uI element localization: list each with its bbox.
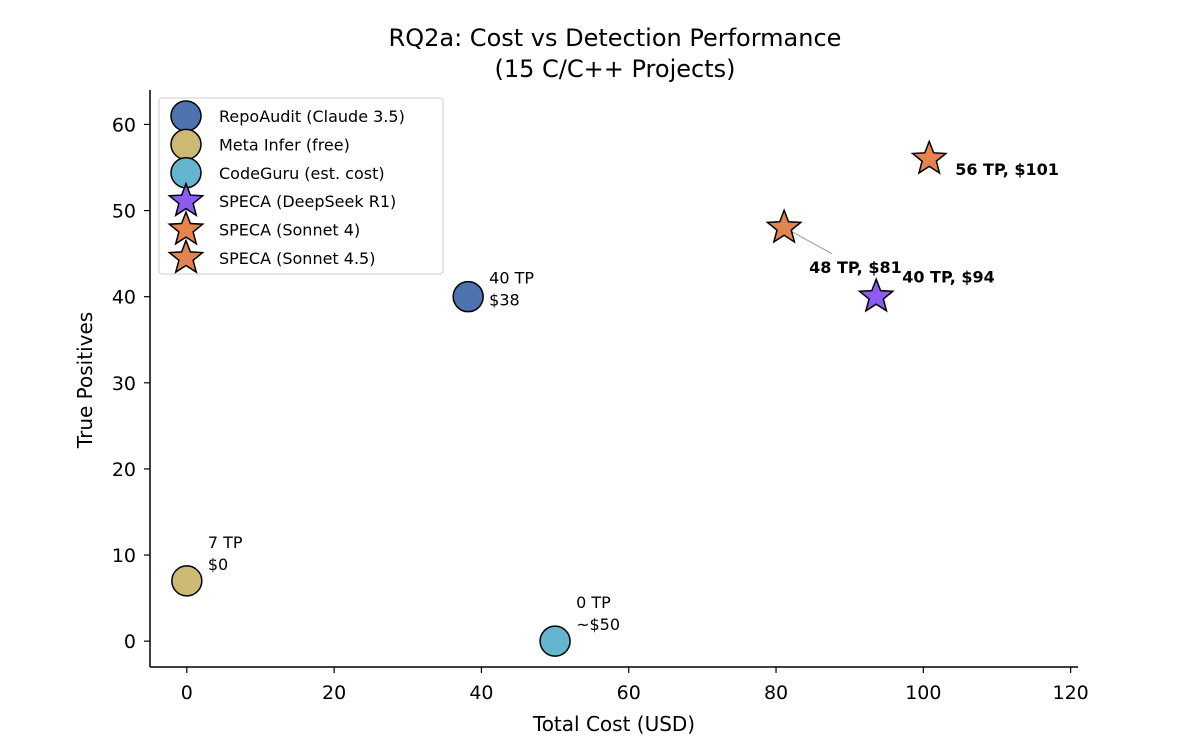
y-axis-ticks: 0 10 20 30 40 50 60 xyxy=(112,114,150,653)
x-tick-label: 0 xyxy=(181,682,193,704)
data-points xyxy=(171,139,948,657)
legend-star-marker xyxy=(167,210,205,246)
data-label: 48 TP, $81 xyxy=(809,258,902,277)
y-tick-label: 40 xyxy=(112,287,136,309)
chart-title-line-2: (15 C/C++ Projects) xyxy=(495,55,736,83)
legend-entry-label: CodeGuru (est. cost) xyxy=(219,164,385,183)
x-axis-label: Total Cost (USD) xyxy=(532,712,695,736)
y-tick-label: 50 xyxy=(112,201,136,223)
x-tick-label: 40 xyxy=(469,682,493,704)
x-tick-label: 80 xyxy=(764,682,788,704)
data-label: 0 TP xyxy=(576,593,611,612)
y-axis-label: True Positives xyxy=(73,312,97,449)
legend-circle-marker xyxy=(170,100,202,132)
data-label: 40 TP, $94 xyxy=(902,268,995,287)
legend-entry-label: RepoAudit (Claude 3.5) xyxy=(219,107,405,126)
legend-entry-label: SPECA (DeepSeek R1) xyxy=(219,192,396,211)
annotations: 40 TP $38 7 TP $0 0 TP ~$50 40 TP, $94 56 TP, $… xyxy=(208,160,1059,634)
data-point-circle xyxy=(171,565,203,597)
x-tick-label: 20 xyxy=(322,682,346,704)
y-tick-label: 30 xyxy=(112,373,136,395)
data-point-star xyxy=(857,277,895,313)
y-tick-label: 20 xyxy=(112,459,136,481)
legend-star-marker xyxy=(167,238,205,274)
data-label: ~$50 xyxy=(576,615,620,634)
legend-entry-label: SPECA (Sonnet 4) xyxy=(219,221,360,240)
y-tick-label: 60 xyxy=(112,114,136,136)
annotation-leader-line xyxy=(791,231,833,255)
legend-entry-label: SPECA (Sonnet 4.5) xyxy=(219,249,375,268)
y-tick-label: 0 xyxy=(124,631,136,653)
data-point-circle xyxy=(452,280,484,313)
data-point-star xyxy=(765,208,803,244)
data-label: $0 xyxy=(208,555,228,574)
x-tick-label: 60 xyxy=(617,682,641,704)
legend: RepoAudit (Claude 3.5) Meta Infer (free) C… xyxy=(158,97,444,275)
legend-circle-marker xyxy=(170,128,202,161)
x-tick-label: 100 xyxy=(905,682,941,704)
legend-frame xyxy=(158,97,444,275)
chart-title-line-1: RQ2a: Cost vs Detection Performance xyxy=(389,24,842,52)
data-label: 56 TP, $101 xyxy=(955,160,1059,179)
y-tick-label: 10 xyxy=(112,545,136,567)
legend-entry-label: Meta Infer (free) xyxy=(219,135,350,154)
data-label: 7 TP xyxy=(208,533,243,552)
data-point-star xyxy=(910,139,948,175)
data-label: 40 TP xyxy=(489,269,534,288)
legend-star-marker xyxy=(167,181,205,218)
x-axis-ticks: 0 20 40 60 80 100 120 xyxy=(181,667,1089,704)
data-label: $38 xyxy=(489,291,520,310)
x-tick-label: 120 xyxy=(1053,682,1089,704)
data-point-circle xyxy=(539,625,571,657)
